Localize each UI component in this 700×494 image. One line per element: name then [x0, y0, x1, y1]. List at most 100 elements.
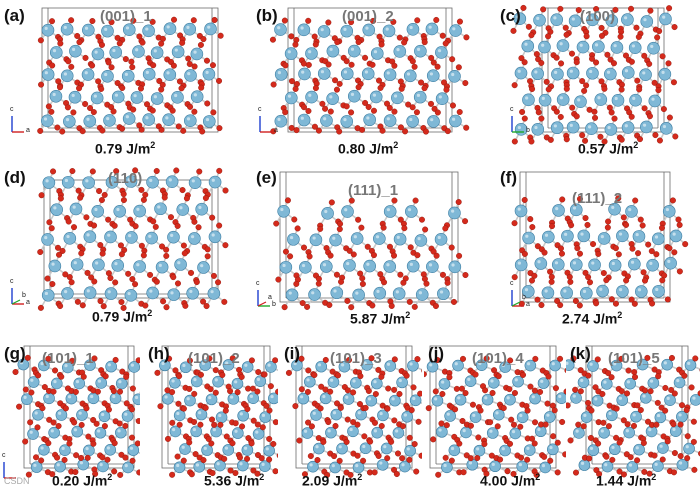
surface-energy-label: 0.79 J/m2 [95, 140, 155, 157]
axis-triad-icon: c [0, 452, 30, 482]
metal-atoms [41, 22, 217, 128]
watermark: CSDN [4, 476, 30, 486]
facet-label: (101)_3 [330, 350, 382, 367]
metal-atoms [291, 359, 422, 474]
axis-label: b [272, 301, 276, 308]
facet-label: (001)_1 [100, 8, 152, 25]
facet-label: (101)_1 [42, 350, 94, 367]
surface-energy-value: 2.74 J/m [562, 310, 618, 327]
surface-energy-value: 4.00 J/m [480, 472, 536, 489]
surface-energy-value: 1.44 J/m [596, 472, 652, 489]
axis-label: b [22, 292, 26, 299]
axis-label: c [510, 106, 514, 113]
surface-energy-label: 0.79 J/m2 [92, 308, 152, 325]
facet-label: (001)_2 [342, 8, 394, 25]
panel-letter: (j) [428, 344, 445, 363]
unit-exponent: 2 [405, 310, 411, 320]
surface-energy-value: 0.79 J/m [92, 308, 148, 325]
crystal-structure [511, 171, 689, 309]
unit-exponent: 2 [651, 472, 657, 482]
metal-atoms [566, 358, 700, 473]
metal-atoms [159, 359, 278, 474]
panel-letter: (g) [4, 344, 26, 363]
oxygen-atoms [566, 354, 700, 478]
panel-i: (i) (101)_3 2.09 J/m2 [282, 338, 422, 494]
axis-label: c [10, 278, 14, 285]
facet-label: (111)_2 [572, 190, 623, 207]
panel-f: (f) (111)_2 2.74 J/m2 c a b [480, 162, 700, 330]
axis-label: a [26, 127, 30, 134]
surface-energy-value: 0.20 J/m [52, 472, 108, 489]
axis-label: c [510, 280, 514, 287]
facet-label: (101)_2 [188, 350, 240, 367]
panel-letter: (h) [148, 344, 170, 363]
unit-exponent: 2 [393, 140, 399, 150]
unit-exponent: 2 [633, 140, 639, 150]
metal-atoms [17, 358, 140, 474]
crystal-structure [510, 4, 679, 145]
axis-label: a [274, 127, 278, 134]
axis-label: a [526, 301, 530, 308]
oxygen-atoms [12, 354, 140, 478]
panel-k: (k) (101)_5 1.44 J/m2 [566, 338, 700, 494]
facet-label: (111)_1 [348, 182, 399, 199]
crystal-structure [269, 7, 470, 135]
crystal-structure [566, 345, 700, 478]
oxygen-atoms [510, 4, 679, 145]
panel-d: (d) (110) 0.79 J/m2 c a b [0, 162, 232, 330]
oxygen-atoms [37, 167, 229, 311]
unit-exponent: 2 [259, 472, 265, 482]
axis-label: a [26, 299, 30, 306]
panel-letter: (i) [284, 344, 301, 363]
unit-exponent: 2 [150, 140, 156, 150]
facet-label: (101)_5 [608, 350, 660, 367]
oxygen-atoms [37, 16, 224, 135]
panel-b: (b) (001)_2 0.80 J/m2 c a [240, 0, 472, 160]
axis-label: c [256, 280, 260, 287]
surface-energy-label: 0.57 J/m2 [578, 140, 638, 157]
surface-energy-value: 0.57 J/m [578, 140, 634, 157]
unit-exponent: 2 [147, 308, 153, 318]
panel-letter: (a) [4, 6, 25, 25]
oxygen-atoms [273, 197, 469, 311]
oxygen-atoms [511, 195, 689, 309]
unit-exponent: 2 [535, 472, 541, 482]
crystal-structure [154, 345, 278, 478]
oxygen-atoms [269, 16, 470, 135]
axis-label: b [526, 127, 530, 134]
facet-label: (100) [580, 8, 616, 25]
crystal-structure [273, 171, 469, 311]
surface-energy-value: 2.09 J/m [302, 472, 358, 489]
surface-energy-label: 4.00 J/m2 [480, 472, 540, 489]
panel-c: (c) (100) 0.57 J/m2 c b [480, 0, 700, 160]
panel-letter: (b) [256, 6, 278, 25]
surface-energy-label: 1.44 J/m2 [596, 472, 656, 489]
axis-label: a [268, 294, 272, 301]
facet-label: (101)_4 [472, 350, 524, 367]
surface-energy-label: 0.20 J/m2 [52, 472, 112, 489]
oxygen-atoms [424, 355, 566, 478]
surface-energy-value: 0.80 J/m [338, 140, 394, 157]
surface-energy-label: 2.09 J/m2 [302, 472, 362, 489]
surface-energy-value: 0.79 J/m [95, 140, 151, 157]
metal-atoms [277, 204, 462, 302]
axis-label: c [258, 106, 262, 113]
crystal-structure [37, 7, 224, 135]
metal-atoms [514, 202, 683, 300]
surface-energy-value: 5.87 J/m [350, 310, 406, 327]
axis-label: b [522, 294, 526, 301]
crystal-structure [37, 167, 229, 311]
crystal-structure [12, 345, 140, 478]
oxygen-atoms [154, 355, 278, 478]
unit-exponent: 2 [107, 472, 113, 482]
surface-energy-label: 0.80 J/m2 [338, 140, 398, 157]
panel-j: (j) (101)_4 4.00 J/m2 [424, 338, 566, 494]
oxygen-atoms [285, 355, 422, 478]
panel-letter: (d) [4, 168, 26, 187]
